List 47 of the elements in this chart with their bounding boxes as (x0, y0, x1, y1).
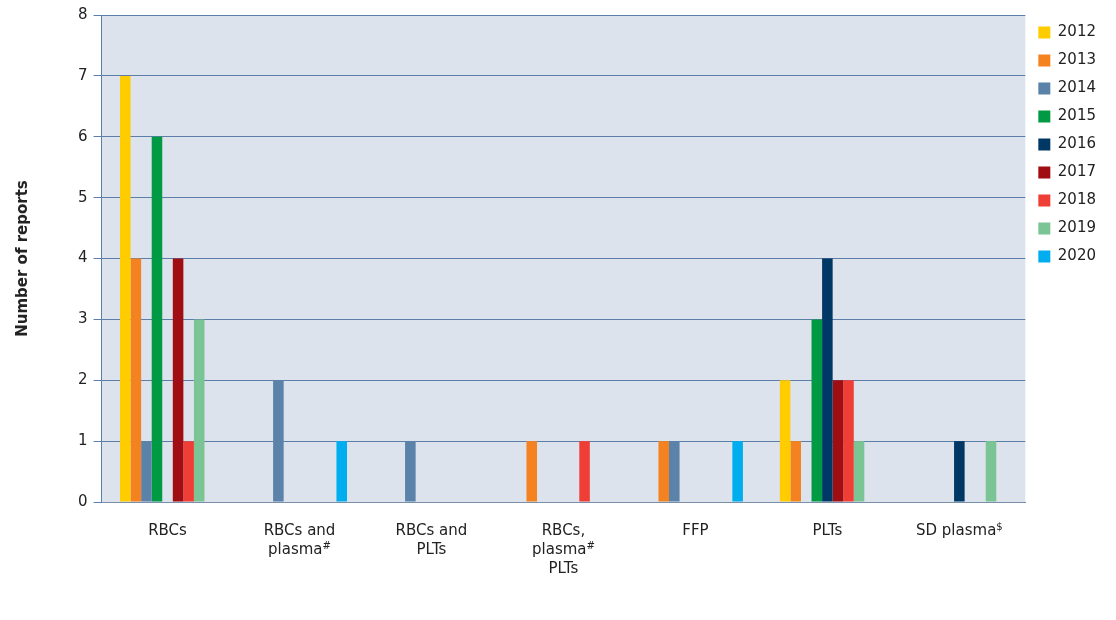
legend-label: 2019 (1057, 218, 1097, 237)
bar (130, 258, 142, 502)
bar (811, 319, 823, 502)
legend-label: 2013 (1057, 50, 1097, 69)
bar (183, 441, 194, 502)
bar (779, 380, 791, 502)
legend-label: 2012 (1057, 22, 1097, 41)
x-tick-label: RBCs and PLTs (395, 521, 468, 559)
bar (732, 441, 743, 502)
bar (120, 75, 131, 502)
y-tick-label: 7 (78, 65, 88, 84)
y-tick-label: 5 (78, 187, 88, 206)
bar (822, 258, 833, 502)
legend-label: 2015 (1057, 106, 1097, 125)
bar (954, 441, 965, 502)
x-tick-label: FFP (682, 521, 709, 540)
bar (151, 136, 163, 502)
y-tick-label: 3 (78, 309, 88, 328)
legend-label: 2014 (1057, 78, 1097, 97)
bar (579, 441, 590, 502)
bar (790, 441, 801, 502)
y-tick-label: 6 (78, 126, 88, 145)
bar (658, 441, 670, 502)
bar (843, 380, 854, 502)
y-axis-title: Number of reports (12, 180, 31, 337)
bar (172, 258, 184, 502)
y-tick-label: 8 (78, 4, 88, 23)
legend-label: 2016 (1057, 134, 1097, 153)
y-tick-label: 1 (78, 431, 88, 450)
x-tick-label: RBCs, plasma# PLTs (532, 521, 595, 578)
x-tick-label: SD plasma$ (915, 520, 1003, 540)
legend-label: 2020 (1057, 246, 1097, 265)
x-tick-label: PLTs (812, 521, 843, 540)
bar (985, 441, 997, 502)
legend-label: 2018 (1057, 190, 1097, 209)
y-tick-label: 2 (78, 370, 88, 389)
legend-label: 2017 (1057, 162, 1097, 181)
bar (336, 441, 348, 502)
bar (853, 441, 865, 502)
bar (832, 380, 844, 502)
x-tick-label: RBCs and plasma# (263, 521, 336, 559)
bar (141, 441, 152, 502)
bar (526, 441, 538, 502)
x-tick-label: RBCs (148, 521, 188, 540)
y-tick-label: 0 (78, 491, 88, 510)
y-tick-label: 4 (78, 248, 88, 267)
bar (193, 319, 205, 502)
